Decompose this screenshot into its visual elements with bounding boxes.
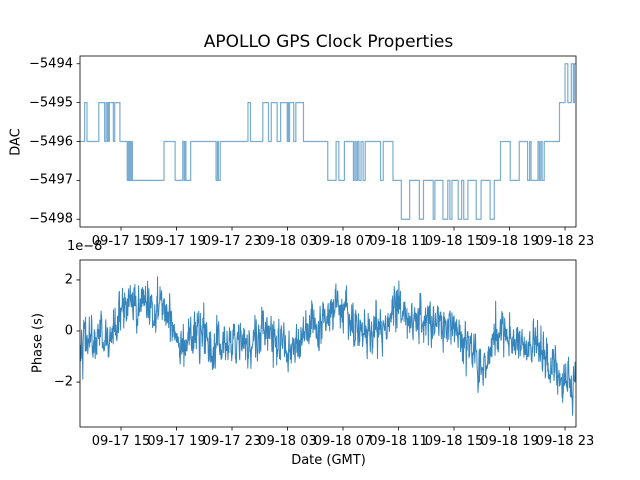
dac-y-tick-label: −5496 — [29, 134, 73, 149]
phase-x-tick-label: 09-17 15 — [91, 434, 151, 449]
phase-x-tick-label: 09-18 23 — [535, 434, 595, 449]
phase-y-tick-label: 2 — [64, 272, 73, 288]
phase-axis-offset-text: 1e−8 — [67, 239, 103, 254]
dac-x-tick-label: 09-17 19 — [147, 234, 206, 249]
phase-y-axis-label: Phase (s) — [30, 313, 46, 373]
dac-x-tick-label: 09-18 11 — [369, 234, 428, 249]
dac-x-tick-label: 09-18 15 — [424, 234, 484, 249]
dac-y-tick-label: −5497 — [29, 172, 73, 188]
figure-title: APOLLO GPS Clock Properties — [203, 32, 454, 52]
phase-y-tick-label: 0 — [64, 323, 73, 339]
phase-x-tick-label: 09-18 15 — [424, 434, 484, 449]
dac-y-tick-label: −5495 — [29, 95, 73, 111]
phase-x-tick-label: 09-18 07 — [313, 434, 373, 449]
dac-x-tick-label: 09-18 23 — [535, 234, 595, 249]
phase-x-tick-label: 09-18 11 — [369, 434, 428, 449]
dac-x-tick-label: 09-18 07 — [313, 234, 373, 249]
dac-x-tick-label: 09-18 19 — [480, 234, 539, 249]
dac-x-tick-label: 09-17 15 — [91, 234, 151, 249]
phase-x-tick-label: 09-17 19 — [147, 434, 206, 449]
dac-y-tick-label: −5498 — [29, 211, 73, 227]
date-x-axis-label: Date (GMT) — [291, 453, 366, 468]
dac-y-tick-label: −5494 — [29, 56, 73, 72]
dac-x-tick-label: 09-17 23 — [202, 234, 262, 249]
dac-x-tick-label: 09-18 03 — [258, 234, 317, 249]
phase-y-tick-label: −2 — [53, 374, 73, 390]
phase-x-tick-label: 09-18 19 — [480, 434, 539, 449]
dac-y-axis-label: DAC — [8, 128, 24, 156]
phase-x-tick-label: 09-17 23 — [202, 434, 262, 449]
phase-x-tick-label: 09-18 03 — [258, 434, 317, 449]
